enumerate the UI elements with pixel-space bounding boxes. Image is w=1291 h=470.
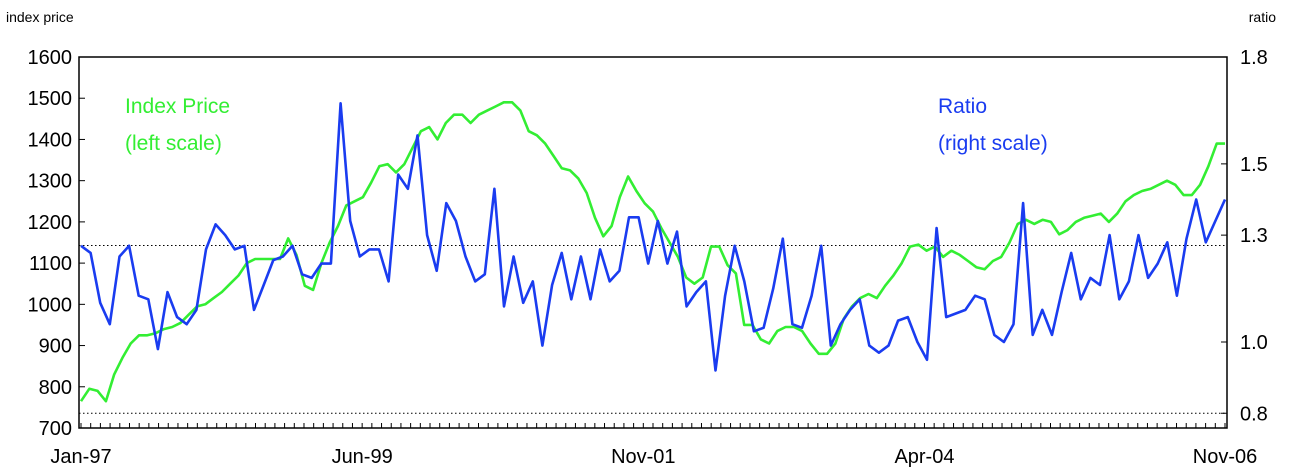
x-ticks: Jan-97 Jun-99 Nov-01 Apr-04 Nov-06 [50, 423, 1257, 468]
right-y-axis-ticks: 0.8 1.0 1.3 1.5 1.8 [1221, 47, 1268, 425]
left-tick-label: 700 [39, 418, 72, 440]
left-tick-label: 1400 [28, 129, 73, 151]
series-layer [79, 101, 1227, 403]
x-tick-label: Apr-04 [894, 446, 954, 468]
right-axis-title: ratio [1249, 9, 1276, 25]
x-tick-label: Jun-99 [332, 446, 393, 468]
left-tick-label: 900 [39, 336, 72, 358]
annotation-ratio: Ratio [938, 95, 987, 118]
left-tick-label: 1200 [28, 212, 73, 234]
annotation-right-scale: (right scale) [938, 132, 1048, 155]
left-axis-title: index price [6, 9, 74, 25]
right-tick-label: 0.8 [1240, 403, 1268, 425]
x-tick-label: Nov-06 [1193, 446, 1257, 468]
index-price-line [79, 101, 1225, 403]
left-tick-label: 1600 [28, 47, 73, 69]
left-tick-label: 1500 [28, 88, 73, 110]
left-tick-label: 1300 [28, 171, 73, 193]
x-tick-label: Nov-01 [611, 446, 675, 468]
right-tick-label: 1.0 [1240, 332, 1268, 354]
annotation-index-price: Index Price [125, 95, 230, 118]
right-tick-label: 1.3 [1240, 225, 1268, 247]
ratio-line [80, 102, 1227, 372]
right-tick-label: 1.8 [1240, 47, 1268, 69]
left-tick-label: 1000 [28, 294, 73, 316]
left-tick-label: 1100 [29, 253, 72, 275]
reference-lines [79, 244, 1227, 414]
left-tick-label: 800 [39, 377, 72, 399]
right-tick-label: 1.5 [1240, 154, 1268, 176]
annotation-left-scale: (left scale) [125, 132, 222, 155]
left-y-axis-ticks: 700 800 900 1000 1100 1200 1300 1400 1500 1600 [28, 47, 85, 440]
x-tick-label: Jan-97 [50, 446, 111, 468]
